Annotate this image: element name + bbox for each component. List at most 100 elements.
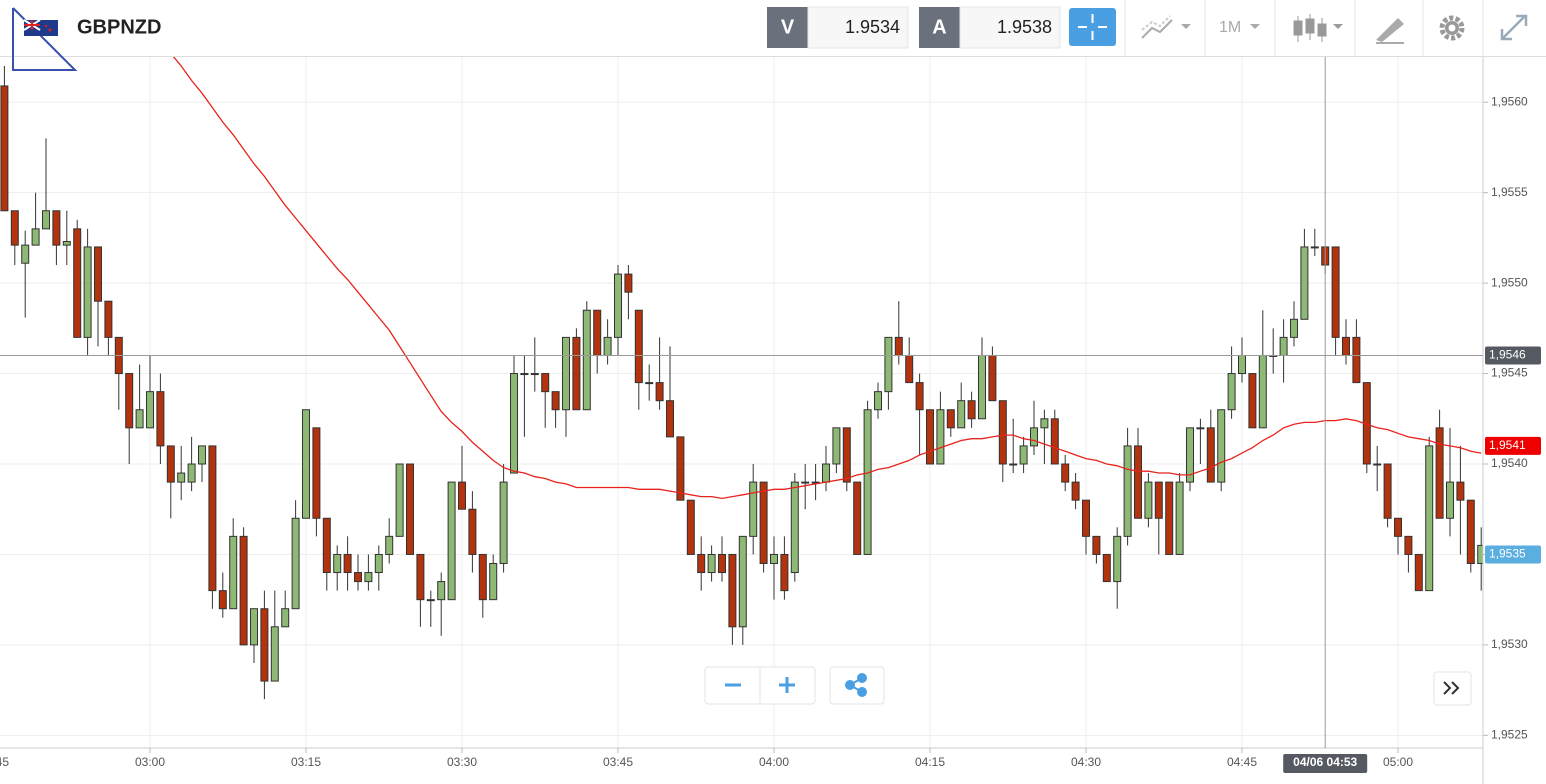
crosshair-button[interactable] — [1069, 8, 1116, 46]
candle-body — [42, 210, 50, 230]
candle-body — [1175, 481, 1184, 555]
crosshair-icon — [1078, 14, 1107, 40]
candle-body — [936, 409, 945, 465]
x-tick-label: 03:30 — [447, 755, 477, 769]
candle-body — [1123, 445, 1132, 537]
candle-body — [770, 553, 778, 564]
bid-box — [807, 6, 909, 49]
share-button[interactable] — [845, 673, 867, 697]
candle-body — [634, 309, 643, 384]
price-marker-label: 1,9541 — [1489, 438, 1526, 452]
candle-body — [624, 273, 633, 293]
candle-body — [863, 409, 872, 555]
candle-body — [676, 436, 685, 501]
candle-body — [718, 553, 726, 574]
scroll-end-button[interactable] — [1443, 681, 1460, 695]
axes: 1,9525 1,9530 1,9535 1,9540 1,9545 1,9550 1,95… — [0, 57, 1541, 773]
candle-body — [31, 228, 40, 246]
candle-body — [780, 553, 789, 592]
crosshair-time-label: 04/06 04:53 — [1293, 755, 1357, 769]
candle-body — [978, 354, 986, 420]
x-tick-label: 04:00 — [759, 755, 789, 769]
candle-body — [239, 535, 248, 646]
y-tick-label: 1,9545 — [1491, 366, 1528, 380]
zoom-in[interactable] — [779, 677, 795, 693]
candle-body — [1102, 553, 1111, 583]
candle-body — [1186, 427, 1194, 483]
candle-body — [1477, 544, 1483, 564]
candle-body — [52, 210, 61, 246]
candle-body — [707, 553, 716, 574]
candle-body — [1082, 499, 1090, 537]
candle-body — [1352, 336, 1361, 384]
candle-body — [125, 373, 134, 429]
candle-body — [73, 228, 82, 338]
bid-button[interactable] — [767, 7, 808, 48]
y-tick-label: 1,9560 — [1491, 94, 1528, 108]
drawing-button[interactable] — [1376, 18, 1404, 44]
candle-body — [447, 481, 456, 601]
candle-body — [915, 382, 924, 411]
candle-body — [1383, 463, 1392, 519]
candle-body — [1217, 409, 1226, 483]
scroll-end-box — [1433, 671, 1472, 706]
fullscreen-button[interactable] — [1500, 14, 1528, 41]
candle-body — [946, 409, 955, 429]
candle-body — [0, 85, 9, 212]
candle-body — [1238, 354, 1246, 375]
candle-body — [894, 336, 903, 356]
candle-body — [187, 463, 196, 483]
candle-body — [1342, 336, 1350, 356]
candle-body — [811, 481, 820, 484]
candle-body — [562, 336, 570, 411]
candle-body — [281, 608, 290, 628]
candle-body — [1290, 318, 1298, 338]
x-tick-label: 03:15 — [291, 755, 321, 769]
bid-price: 1.9534 — [845, 17, 900, 37]
candle-body — [905, 354, 914, 384]
candle-body — [530, 373, 539, 376]
candle-body — [1009, 463, 1018, 466]
candle-body — [738, 535, 747, 628]
candle-type-button[interactable] — [1293, 14, 1343, 42]
candle-body — [1435, 427, 1444, 519]
candle-body — [759, 481, 768, 564]
candle-body — [406, 463, 414, 555]
candle-body — [156, 391, 165, 447]
candle-body — [957, 400, 966, 429]
candle-body — [458, 481, 466, 510]
candle-body — [354, 572, 362, 583]
candle-body — [364, 572, 373, 583]
candle-body — [270, 626, 279, 682]
candle-body — [1331, 246, 1340, 338]
price-marker-label: 1,9535 — [1489, 547, 1526, 561]
flag-icon — [23, 19, 58, 36]
candle-body — [645, 382, 654, 385]
candle-body — [1092, 535, 1101, 555]
settings-button[interactable] — [1439, 15, 1465, 41]
candle-body — [374, 553, 383, 574]
candle-body — [582, 309, 591, 411]
x-tick-label: 02:45 — [0, 755, 9, 769]
candle-body — [83, 246, 92, 338]
candle-body — [1019, 445, 1028, 465]
candle-body — [1456, 481, 1465, 501]
price-marker-box — [1485, 545, 1541, 564]
candle-body — [62, 241, 71, 246]
candle-body — [603, 336, 612, 356]
candle-body — [1134, 445, 1142, 519]
timeframe[interactable]: 1M — [1219, 19, 1241, 36]
candle-body — [260, 608, 269, 682]
candle-body — [926, 409, 934, 465]
toolbar: GBPNZD V 1.9534 A 1.9538 1M — [0, 0, 1546, 71]
ask-price: 1.9538 — [997, 17, 1052, 37]
candle-body — [426, 599, 435, 602]
candle-body — [1206, 427, 1215, 483]
zoom-controls — [704, 666, 1472, 706]
ask-button[interactable] — [919, 7, 960, 48]
candle-body — [1050, 418, 1059, 465]
chart-type-button[interactable] — [1141, 15, 1191, 39]
candle-body — [291, 517, 300, 610]
candle-body — [749, 481, 758, 537]
